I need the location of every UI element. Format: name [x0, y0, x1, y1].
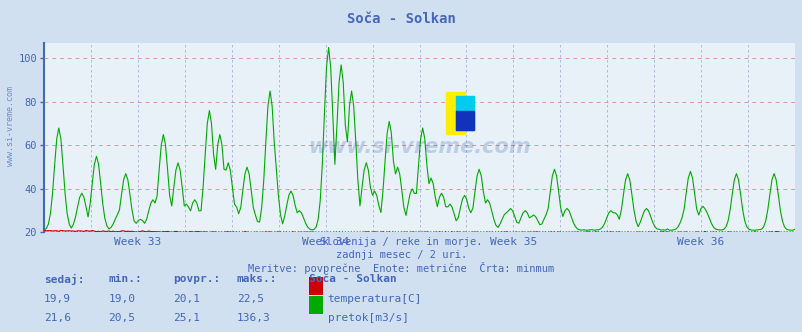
Text: Slovenija / reke in morje.: Slovenija / reke in morje. [320, 237, 482, 247]
Text: 20,1: 20,1 [172, 294, 200, 304]
Text: www.si-vreme.com: www.si-vreme.com [308, 137, 530, 157]
Text: sedaj:: sedaj: [44, 274, 84, 285]
Text: maks.:: maks.: [237, 274, 277, 284]
Text: 22,5: 22,5 [237, 294, 264, 304]
Text: 136,3: 136,3 [237, 313, 270, 323]
Text: povpr.:: povpr.: [172, 274, 220, 284]
Bar [455, 96, 474, 130]
Text: www.si-vreme.com: www.si-vreme.com [6, 86, 15, 166]
Text: 20,5: 20,5 [108, 313, 136, 323]
Text: 21,6: 21,6 [44, 313, 71, 323]
Text: zadnji mesec / 2 uri.: zadnji mesec / 2 uri. [335, 250, 467, 260]
Text: Soča - Solkan: Soča - Solkan [346, 12, 456, 26]
Text: 19,0: 19,0 [108, 294, 136, 304]
Text: pretok[m3/s]: pretok[m3/s] [327, 313, 408, 323]
Text: 19,9: 19,9 [44, 294, 71, 304]
Text: temperatura[C]: temperatura[C] [327, 294, 422, 304]
Text: min.:: min.: [108, 274, 142, 284]
Text: 25,1: 25,1 [172, 313, 200, 323]
Bar [455, 111, 474, 130]
Text: Meritve: povprečne  Enote: metrične  Črta: minmum: Meritve: povprečne Enote: metrične Črta:… [248, 262, 554, 274]
Bar [445, 92, 464, 134]
Text: Soča - Solkan: Soča - Solkan [309, 274, 396, 284]
